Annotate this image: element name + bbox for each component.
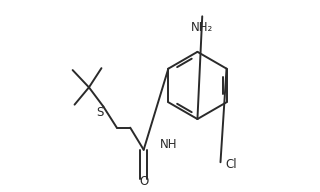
Text: S: S (96, 106, 103, 119)
Text: Cl: Cl (225, 158, 237, 171)
Text: NH₂: NH₂ (191, 21, 213, 34)
Text: O: O (139, 175, 148, 188)
Text: NH: NH (160, 138, 177, 151)
